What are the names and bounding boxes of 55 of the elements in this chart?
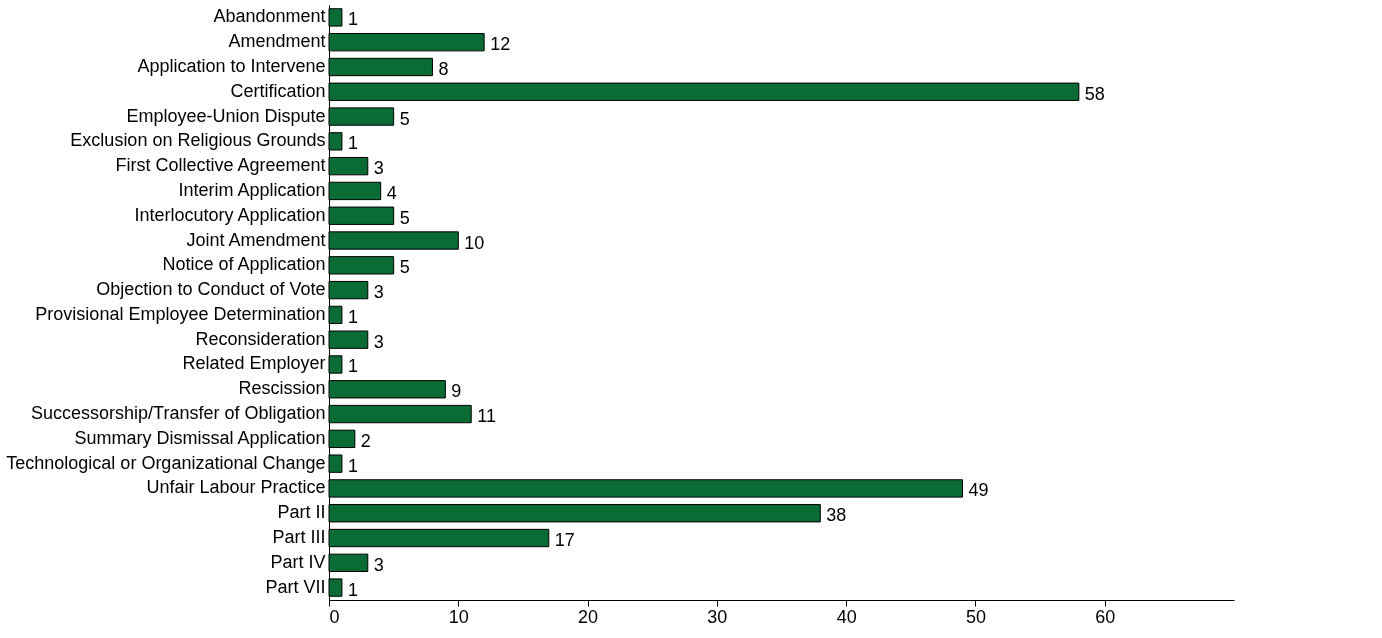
y-tick-label: Part III xyxy=(272,527,326,548)
data-label: 9 xyxy=(451,381,462,402)
x-tick-label: 20 xyxy=(578,606,599,627)
y-tick-label: Part VII xyxy=(265,576,326,597)
x-tick-label: 50 xyxy=(965,606,986,627)
y-tick-label: Related Employer xyxy=(182,353,326,374)
data-label: 3 xyxy=(373,554,384,575)
y-tick-label: Part IV xyxy=(270,551,326,572)
y-tick-label: Successorship/Transfer of Obligation xyxy=(31,403,326,424)
data-label: 1 xyxy=(347,356,358,377)
data-label: 3 xyxy=(373,331,384,352)
data-label: 3 xyxy=(373,158,384,179)
y-tick-label: Joint Amendment xyxy=(186,229,326,250)
x-tick-label: 0 xyxy=(329,606,340,627)
data-label: 1 xyxy=(347,579,358,600)
data-label: 1 xyxy=(347,133,358,154)
y-tick-label: Application to Intervene xyxy=(137,55,326,76)
y-tick-label: Interim Application xyxy=(178,179,326,200)
y-tick-label: Interlocutory Application xyxy=(134,204,326,225)
y-tick-label: Provisional Employee Determination xyxy=(35,303,326,324)
x-tick-label: 30 xyxy=(707,606,728,627)
data-label: 17 xyxy=(554,530,575,551)
x-tick-label: 40 xyxy=(836,606,857,627)
data-label: 1 xyxy=(347,455,358,476)
data-label: 38 xyxy=(826,505,847,526)
data-label: 49 xyxy=(968,480,989,501)
data-label: 1 xyxy=(347,306,358,327)
data-label: 3 xyxy=(373,282,384,303)
y-tick-label: Technological or Organizational Change xyxy=(6,452,326,473)
data-label: 5 xyxy=(399,108,410,129)
y-tick-label: Employee-Union Dispute xyxy=(126,105,326,126)
data-label: 58 xyxy=(1084,83,1105,104)
y-tick-label: Abandonment xyxy=(213,6,326,27)
data-label: 11 xyxy=(477,406,496,427)
x-tick-label: 60 xyxy=(1095,606,1116,627)
data-label: 10 xyxy=(464,232,485,253)
y-tick-label: Objection to Conduct of Vote xyxy=(96,279,326,300)
data-label: 4 xyxy=(386,182,397,203)
y-tick-label: Certification xyxy=(230,80,326,101)
data-label: 12 xyxy=(490,34,511,55)
y-tick-label: Exclusion on Religious Grounds xyxy=(70,130,326,151)
y-tick-label: Summary Dismissal Application xyxy=(74,427,326,448)
y-tick-label: Part II xyxy=(277,502,326,523)
y-tick-label: Unfair Labour Practice xyxy=(146,477,326,498)
data-label: 2 xyxy=(360,430,371,451)
data-label: 1 xyxy=(347,9,358,30)
data-label: 8 xyxy=(438,58,449,79)
data-label: 5 xyxy=(399,257,410,278)
y-tick-label: Amendment xyxy=(228,31,326,52)
y-tick-label: First Collective Agreement xyxy=(115,155,326,176)
data-label: 5 xyxy=(399,207,410,228)
y-tick-label: Notice of Application xyxy=(162,254,326,275)
x-tick-label: 10 xyxy=(448,606,469,627)
y-tick-label: Reconsideration xyxy=(195,328,326,349)
y-tick-label: Rescission xyxy=(238,378,326,399)
